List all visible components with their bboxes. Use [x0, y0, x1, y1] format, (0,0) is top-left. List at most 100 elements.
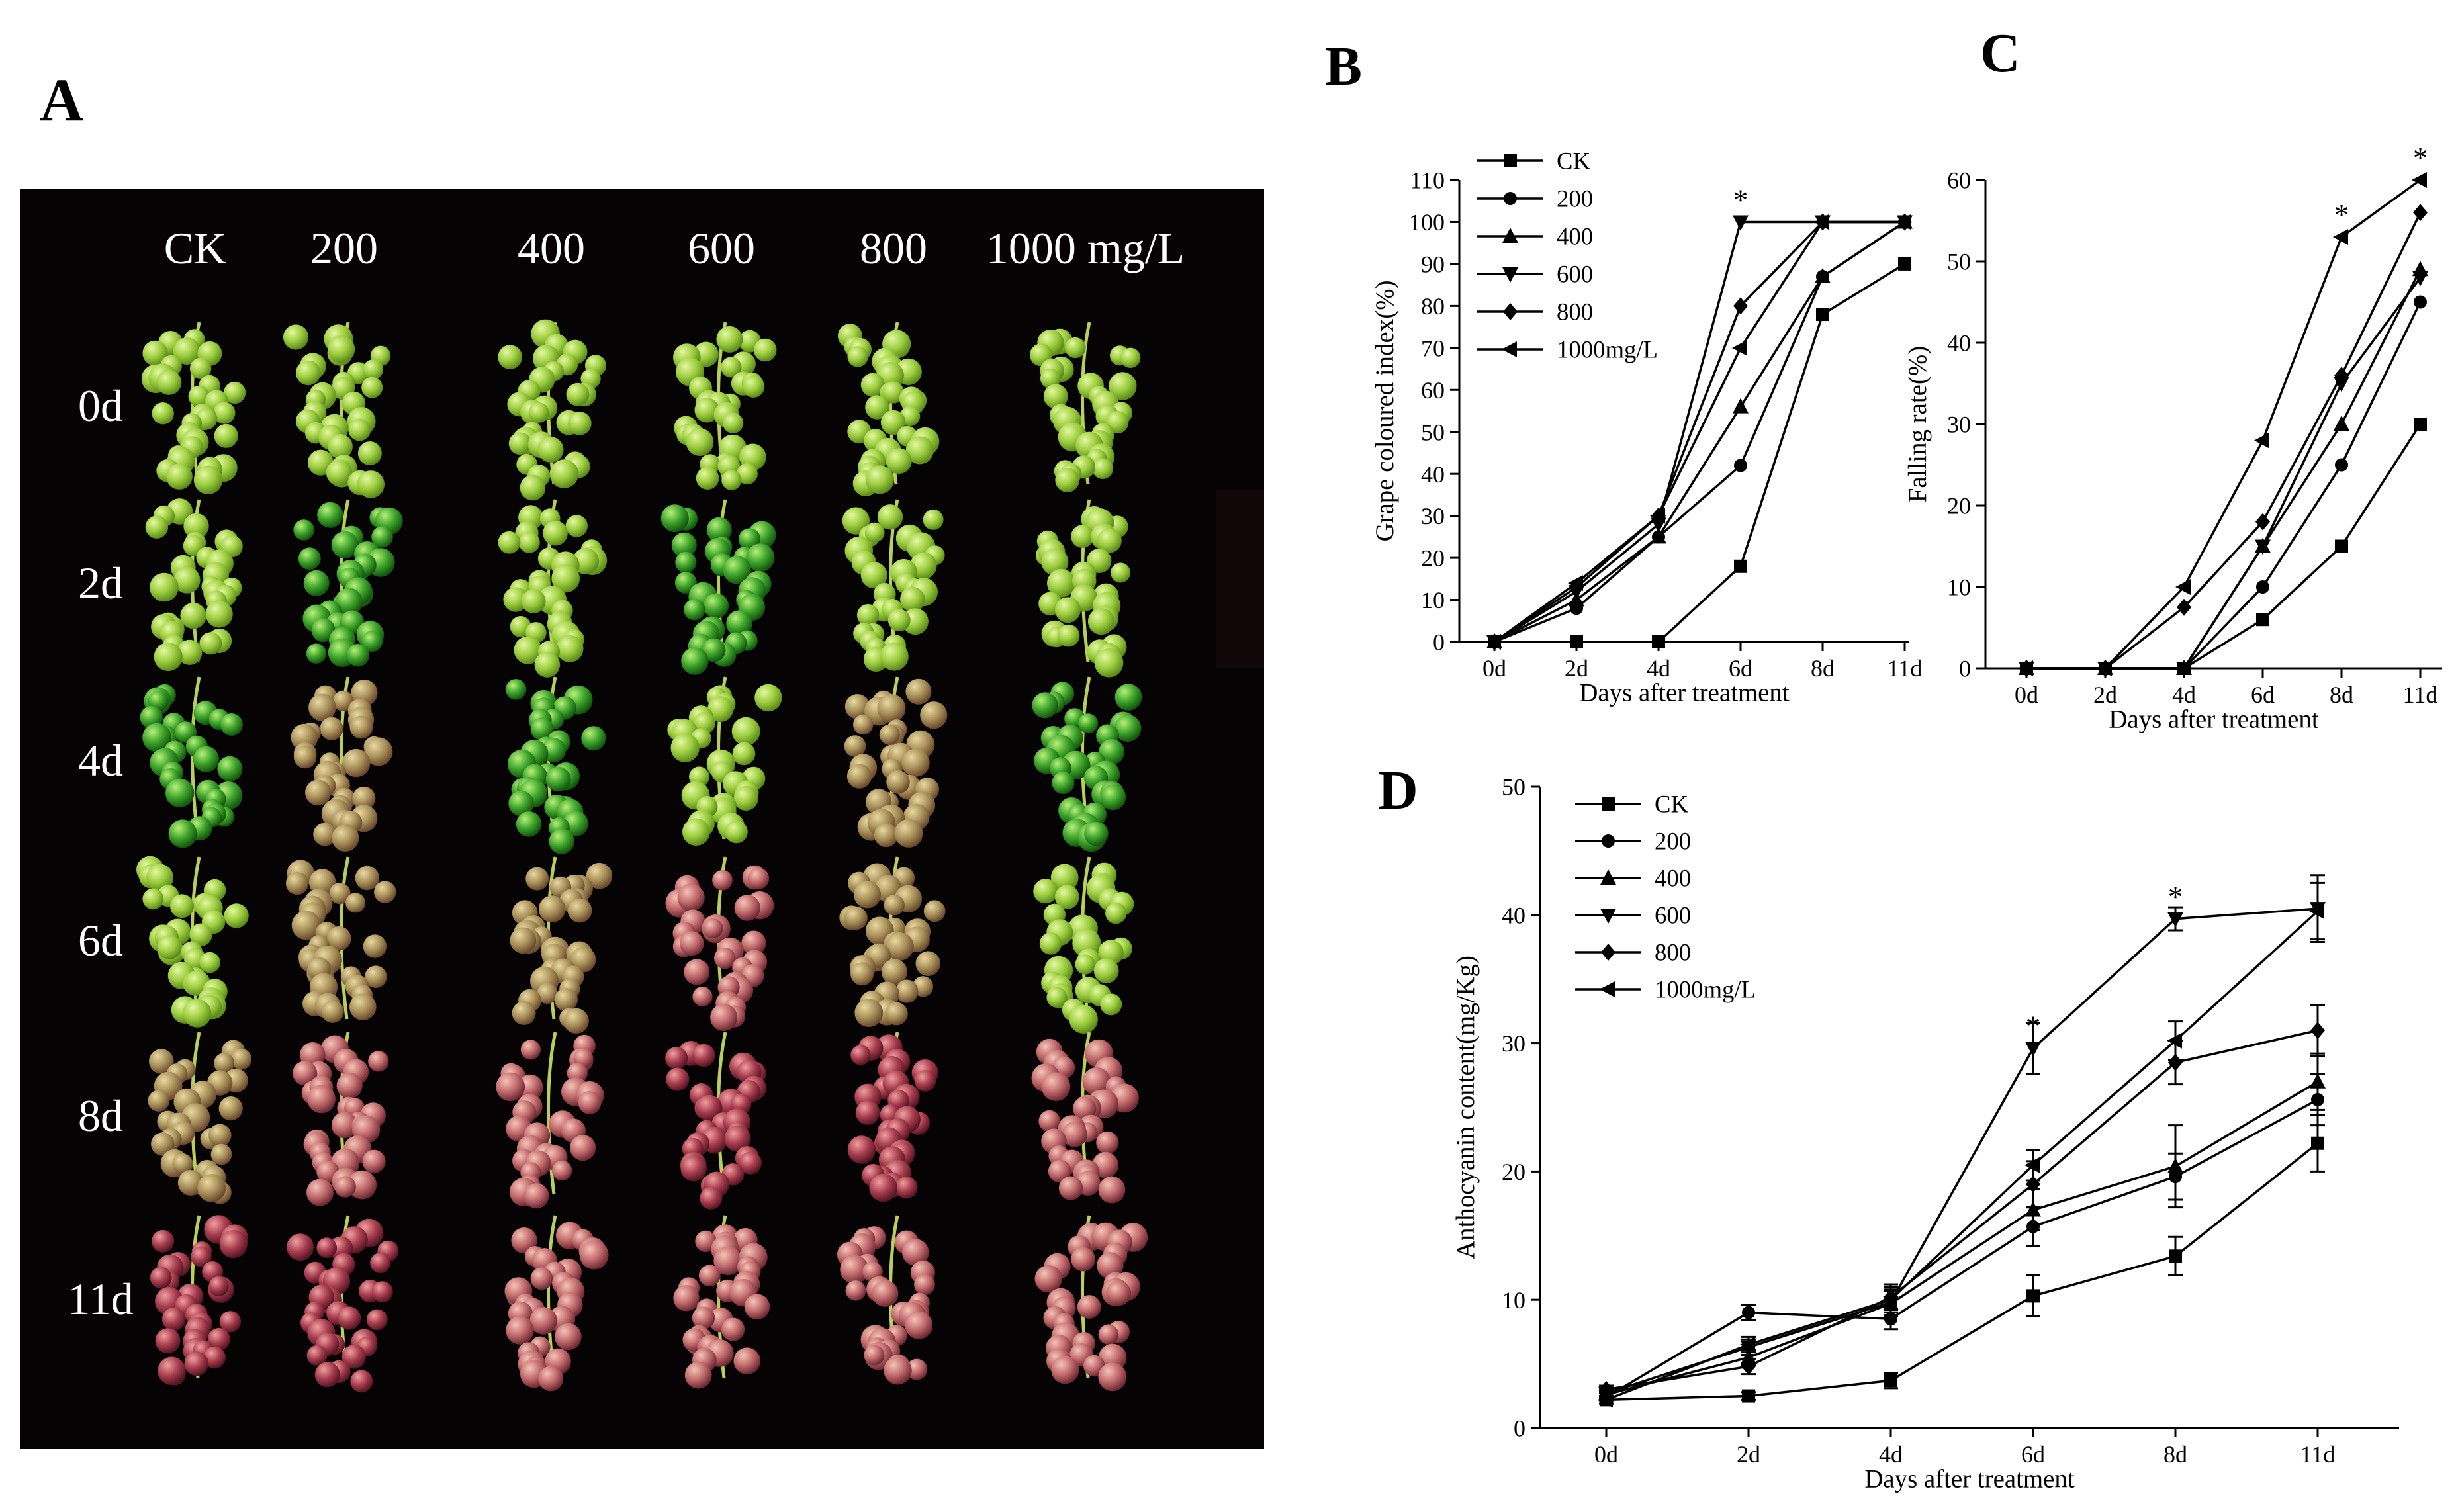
- grape-berry: [563, 1008, 589, 1034]
- y-tick-label: 20: [1502, 1159, 1525, 1185]
- grape-berry: [314, 1362, 340, 1388]
- marker-triangle-left: [1486, 634, 1501, 650]
- series-600: [2019, 271, 2428, 677]
- grape-berry: [670, 733, 700, 762]
- grape-berry: [879, 724, 900, 745]
- grape-berry: [721, 470, 742, 490]
- grape-berry: [741, 930, 766, 956]
- marker-circle: [2335, 458, 2348, 472]
- grape-berry: [357, 470, 385, 498]
- panel-label-b: B: [1325, 36, 1362, 97]
- grape-berry: [886, 932, 914, 961]
- grape-bunch: [837, 322, 940, 496]
- x-axis-label: Days after treatment: [2109, 705, 2319, 734]
- grape-berry: [307, 1085, 336, 1114]
- grape-berry: [329, 883, 351, 905]
- x-tick-label: 8d: [1811, 655, 1835, 682]
- grape-berry: [538, 895, 566, 922]
- grape-berry: [346, 644, 370, 667]
- marker-triangle-left: [2412, 172, 2427, 188]
- grape-bunch: [140, 676, 243, 848]
- marker-circle: [1504, 192, 1517, 205]
- series-ck: [2020, 418, 2427, 675]
- marker-square: [1884, 1374, 1897, 1388]
- grape-berry: [744, 1294, 770, 1320]
- grape-berry: [736, 463, 758, 485]
- grape-berry: [1046, 987, 1068, 1008]
- grape-berry: [905, 678, 932, 705]
- grape-berry: [177, 639, 203, 666]
- grape-berry: [845, 1280, 866, 1301]
- x-tick-label: 11d: [2300, 1441, 2336, 1468]
- grape-berry: [1038, 1110, 1060, 1132]
- grape-berry: [293, 745, 317, 769]
- grape-berry: [703, 918, 723, 939]
- significance-star: *: [2413, 142, 2428, 175]
- grape-berry: [285, 872, 309, 895]
- legend-entry: CK: [1477, 148, 1590, 175]
- grape-berry: [665, 1047, 688, 1070]
- grape-berry: [1075, 954, 1096, 975]
- grape-berry: [692, 1044, 715, 1067]
- series-line: [1606, 1098, 2318, 1398]
- significance-star: *: [1733, 183, 1749, 216]
- grape-berry: [191, 1246, 212, 1267]
- grape-berry: [1098, 1176, 1126, 1204]
- grape-berry: [496, 1072, 525, 1102]
- grape-berry: [1098, 1362, 1127, 1392]
- grape-berry: [146, 864, 174, 891]
- grape-berry: [1100, 784, 1126, 811]
- marker-square: [1652, 635, 1665, 648]
- grape-berry: [716, 326, 743, 353]
- grape-berry: [555, 1323, 582, 1351]
- grape-berry: [1094, 648, 1124, 678]
- marker-triangle-left: [2333, 229, 2348, 245]
- grape-berry: [306, 1345, 328, 1366]
- grape-berry: [205, 600, 233, 628]
- grape-berry: [498, 345, 522, 369]
- marker-triangle-left: [1650, 508, 1665, 524]
- grape-berry: [1092, 458, 1113, 480]
- grape-bunch: [291, 676, 393, 852]
- grape-berry: [538, 1366, 564, 1392]
- legend-entry: 1000mg/L: [1477, 336, 1658, 363]
- y-tick-label: 0: [1514, 1415, 1525, 1442]
- marker-triangle-up: [1733, 398, 1749, 414]
- marker-square: [2335, 539, 2348, 553]
- grape-berry: [158, 1356, 186, 1386]
- legend-entry: 800: [1575, 939, 1691, 966]
- series-200: [1599, 1073, 2325, 1404]
- y-tick-label: 60: [1421, 377, 1445, 404]
- grape-berry: [692, 1306, 715, 1329]
- grape-bunch: [665, 856, 774, 1032]
- grape-berry: [347, 1170, 377, 1200]
- grape-berry: [357, 441, 382, 465]
- grape-berry: [894, 819, 923, 848]
- marker-diamond: [1503, 303, 1518, 320]
- significance-star: *: [2334, 199, 2349, 232]
- x-tick-label: 0d: [1482, 655, 1506, 682]
- grape-berry: [189, 923, 212, 946]
- legend-entry: CK: [1575, 791, 1688, 818]
- grape-berry: [145, 515, 169, 539]
- grape-berry: [362, 1149, 386, 1173]
- chart-b: 0 10 20 30 40 50 60 70 80 90 100 110 0d 2d 4d 6d 8d 11d Da…: [1371, 148, 1922, 707]
- grape-berry: [844, 694, 870, 719]
- grape-berry: [570, 947, 596, 973]
- grape-berry: [884, 1356, 912, 1385]
- grape-berry: [1058, 1176, 1083, 1200]
- grape-berry: [150, 572, 179, 602]
- marker-square: [2169, 1249, 2182, 1263]
- grape-berry: [365, 965, 387, 988]
- grape-berry: [723, 556, 751, 584]
- grape-berry: [183, 513, 209, 539]
- grape-berry: [305, 779, 332, 806]
- grape-berry: [1078, 713, 1099, 734]
- grape-berry: [877, 694, 906, 723]
- grape-berry: [853, 714, 874, 735]
- marker-triangle-up: [1651, 528, 1666, 544]
- grape-berry: [1098, 1324, 1119, 1345]
- significance-star: *: [2026, 1010, 2041, 1043]
- grape-berry: [514, 636, 542, 664]
- legend-entry: 600: [1477, 261, 1593, 288]
